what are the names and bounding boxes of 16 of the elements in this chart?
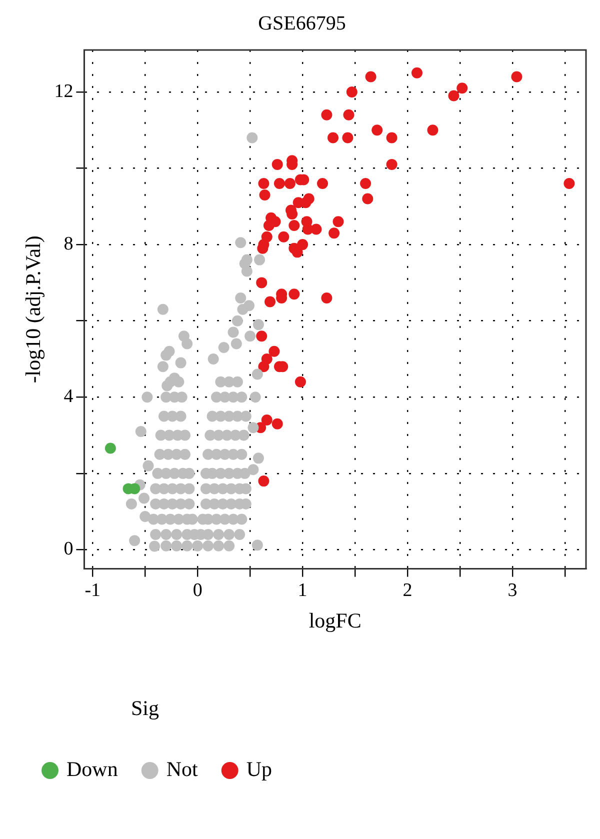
x-axis-title: logFC [308,608,362,633]
legend-label: Not [166,757,198,782]
chart-title: GSE66795 [258,12,346,34]
legend-title: Sig [130,696,160,720]
x-tick-label: -1 [84,580,101,602]
legend-label: Down [66,757,118,782]
x-tick-label: 3 [508,580,518,602]
y-tick-label: 0 [64,538,74,560]
x-tick-label: 0 [192,580,202,602]
y-tick-label: 4 [64,386,74,408]
y-tick-label: 8 [64,234,74,255]
y-tick-label: 12 [54,80,74,102]
y-axis-title: -log10 (adj.P.Val) [21,236,46,384]
x-tick-label: 2 [402,580,412,602]
legend-label: Up [246,757,272,782]
x-tick-label: 1 [298,580,308,602]
